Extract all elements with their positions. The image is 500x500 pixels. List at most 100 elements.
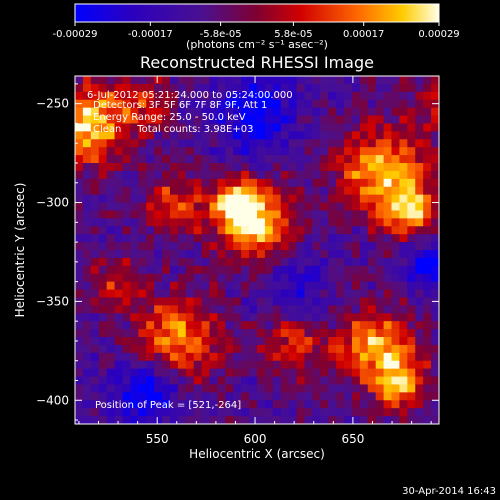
heatmap-cell	[272, 384, 282, 393]
heatmap-cell	[280, 242, 290, 251]
heatmap-cell	[359, 107, 369, 116]
heatmap-cell	[257, 178, 266, 188]
heatmap-cell	[288, 313, 297, 322]
heatmap-cell	[344, 242, 353, 251]
heatmap-cell	[98, 392, 108, 401]
heatmap-cell	[193, 368, 203, 377]
plot-frame	[74, 75, 440, 425]
heatmap-cell	[90, 392, 100, 401]
heatmap-cell	[249, 163, 258, 172]
heatmap-cell	[106, 202, 115, 211]
heatmap-cell	[320, 155, 329, 164]
heatmap-cell	[154, 416, 163, 425]
heatmap-cell	[336, 250, 345, 259]
heatmap-cell	[146, 281, 155, 290]
heatmap-cell	[138, 178, 147, 188]
heatmap-cell	[225, 163, 234, 172]
heatmap-cell	[296, 408, 305, 417]
heatmap-cell	[114, 76, 123, 85]
heatmap-cell	[280, 202, 290, 211]
heatmap-cell	[359, 289, 369, 298]
heatmap-cell	[154, 408, 163, 417]
heatmap-cell	[98, 131, 108, 140]
heatmap-cell	[296, 289, 305, 298]
heatmap-cell	[320, 242, 329, 251]
heatmap-cell	[320, 99, 329, 109]
heatmap-cell	[98, 289, 108, 298]
heatmap-cell	[122, 123, 131, 132]
heatmap-cell	[90, 115, 100, 124]
heatmap-cell	[154, 257, 163, 267]
heatmap-cell	[162, 321, 171, 330]
heatmap-cell	[383, 265, 392, 275]
heatmap-cell	[399, 376, 408, 385]
heatmap-cell	[249, 297, 258, 306]
heatmap-cell	[177, 226, 187, 235]
heatmap-cell	[217, 234, 226, 243]
heatmap-cell	[106, 139, 115, 148]
heatmap-cell	[431, 384, 440, 393]
heatmap-cell	[138, 376, 147, 385]
heatmap-cell	[217, 107, 226, 116]
heatmap-cell	[249, 242, 258, 251]
heatmap-cell	[82, 163, 92, 172]
heatmap-cell	[312, 392, 321, 401]
heatmap-cell	[431, 115, 440, 124]
heatmap-cell	[106, 170, 115, 180]
heatmap-cell	[241, 131, 250, 140]
heatmap-cell	[225, 147, 234, 156]
heatmap-cell	[359, 242, 369, 251]
heatmap-cell	[241, 186, 250, 196]
heatmap-cell	[407, 226, 416, 235]
heatmap-cell	[225, 321, 234, 330]
heatmap-cell	[114, 329, 123, 338]
heatmap-cell	[257, 368, 266, 377]
heatmap-cell	[169, 234, 179, 243]
heatmap-cell	[90, 408, 100, 417]
heatmap-cell	[225, 416, 234, 425]
heatmap-cell	[288, 408, 297, 417]
heatmap-cell	[304, 368, 313, 377]
heatmap-cell	[193, 147, 203, 156]
heatmap-cell	[383, 400, 392, 409]
heatmap-cell	[415, 376, 424, 385]
heatmap-cell	[225, 289, 234, 298]
heatmap-cell	[288, 115, 297, 124]
heatmap-cell	[193, 360, 203, 370]
heatmap-cell	[233, 147, 242, 156]
heatmap-cell	[351, 123, 361, 132]
heatmap-cell	[169, 352, 179, 362]
heatmap-cell	[217, 76, 226, 85]
heatmap-cell	[106, 178, 115, 188]
heatmap-cell	[106, 155, 115, 164]
heatmap-cell	[423, 273, 432, 283]
heatmap-cell	[375, 368, 385, 377]
heatmap-cell	[367, 273, 377, 283]
heatmap-cell	[415, 313, 424, 322]
heatmap-cell	[320, 163, 329, 172]
heatmap-cell	[185, 242, 195, 251]
heatmap-cell	[154, 265, 163, 275]
heatmap-cell	[351, 107, 361, 116]
heatmap-cell	[359, 352, 369, 362]
heatmap-cell	[82, 91, 92, 101]
heatmap-cell	[201, 76, 210, 85]
heatmap-cell	[383, 376, 392, 385]
y-axis-label: Heliocentric Y (arcsec)	[13, 183, 27, 318]
heatmap-cell	[185, 76, 195, 85]
heatmap-cell	[296, 257, 305, 267]
heatmap-cell	[264, 99, 274, 109]
heatmap-cell	[257, 91, 266, 101]
heatmap-cell	[233, 305, 242, 314]
heatmap-cell	[146, 416, 155, 425]
heatmap-cell	[185, 202, 195, 211]
heatmap-cell	[130, 107, 139, 116]
heatmap-cell	[225, 313, 234, 322]
heatmap-cell	[241, 170, 250, 180]
heatmap-cell	[280, 155, 290, 164]
heatmap-cell	[233, 107, 242, 116]
heatmap-cell	[375, 83, 385, 93]
heatmap-cell	[320, 131, 329, 140]
heatmap-cell	[288, 186, 297, 196]
